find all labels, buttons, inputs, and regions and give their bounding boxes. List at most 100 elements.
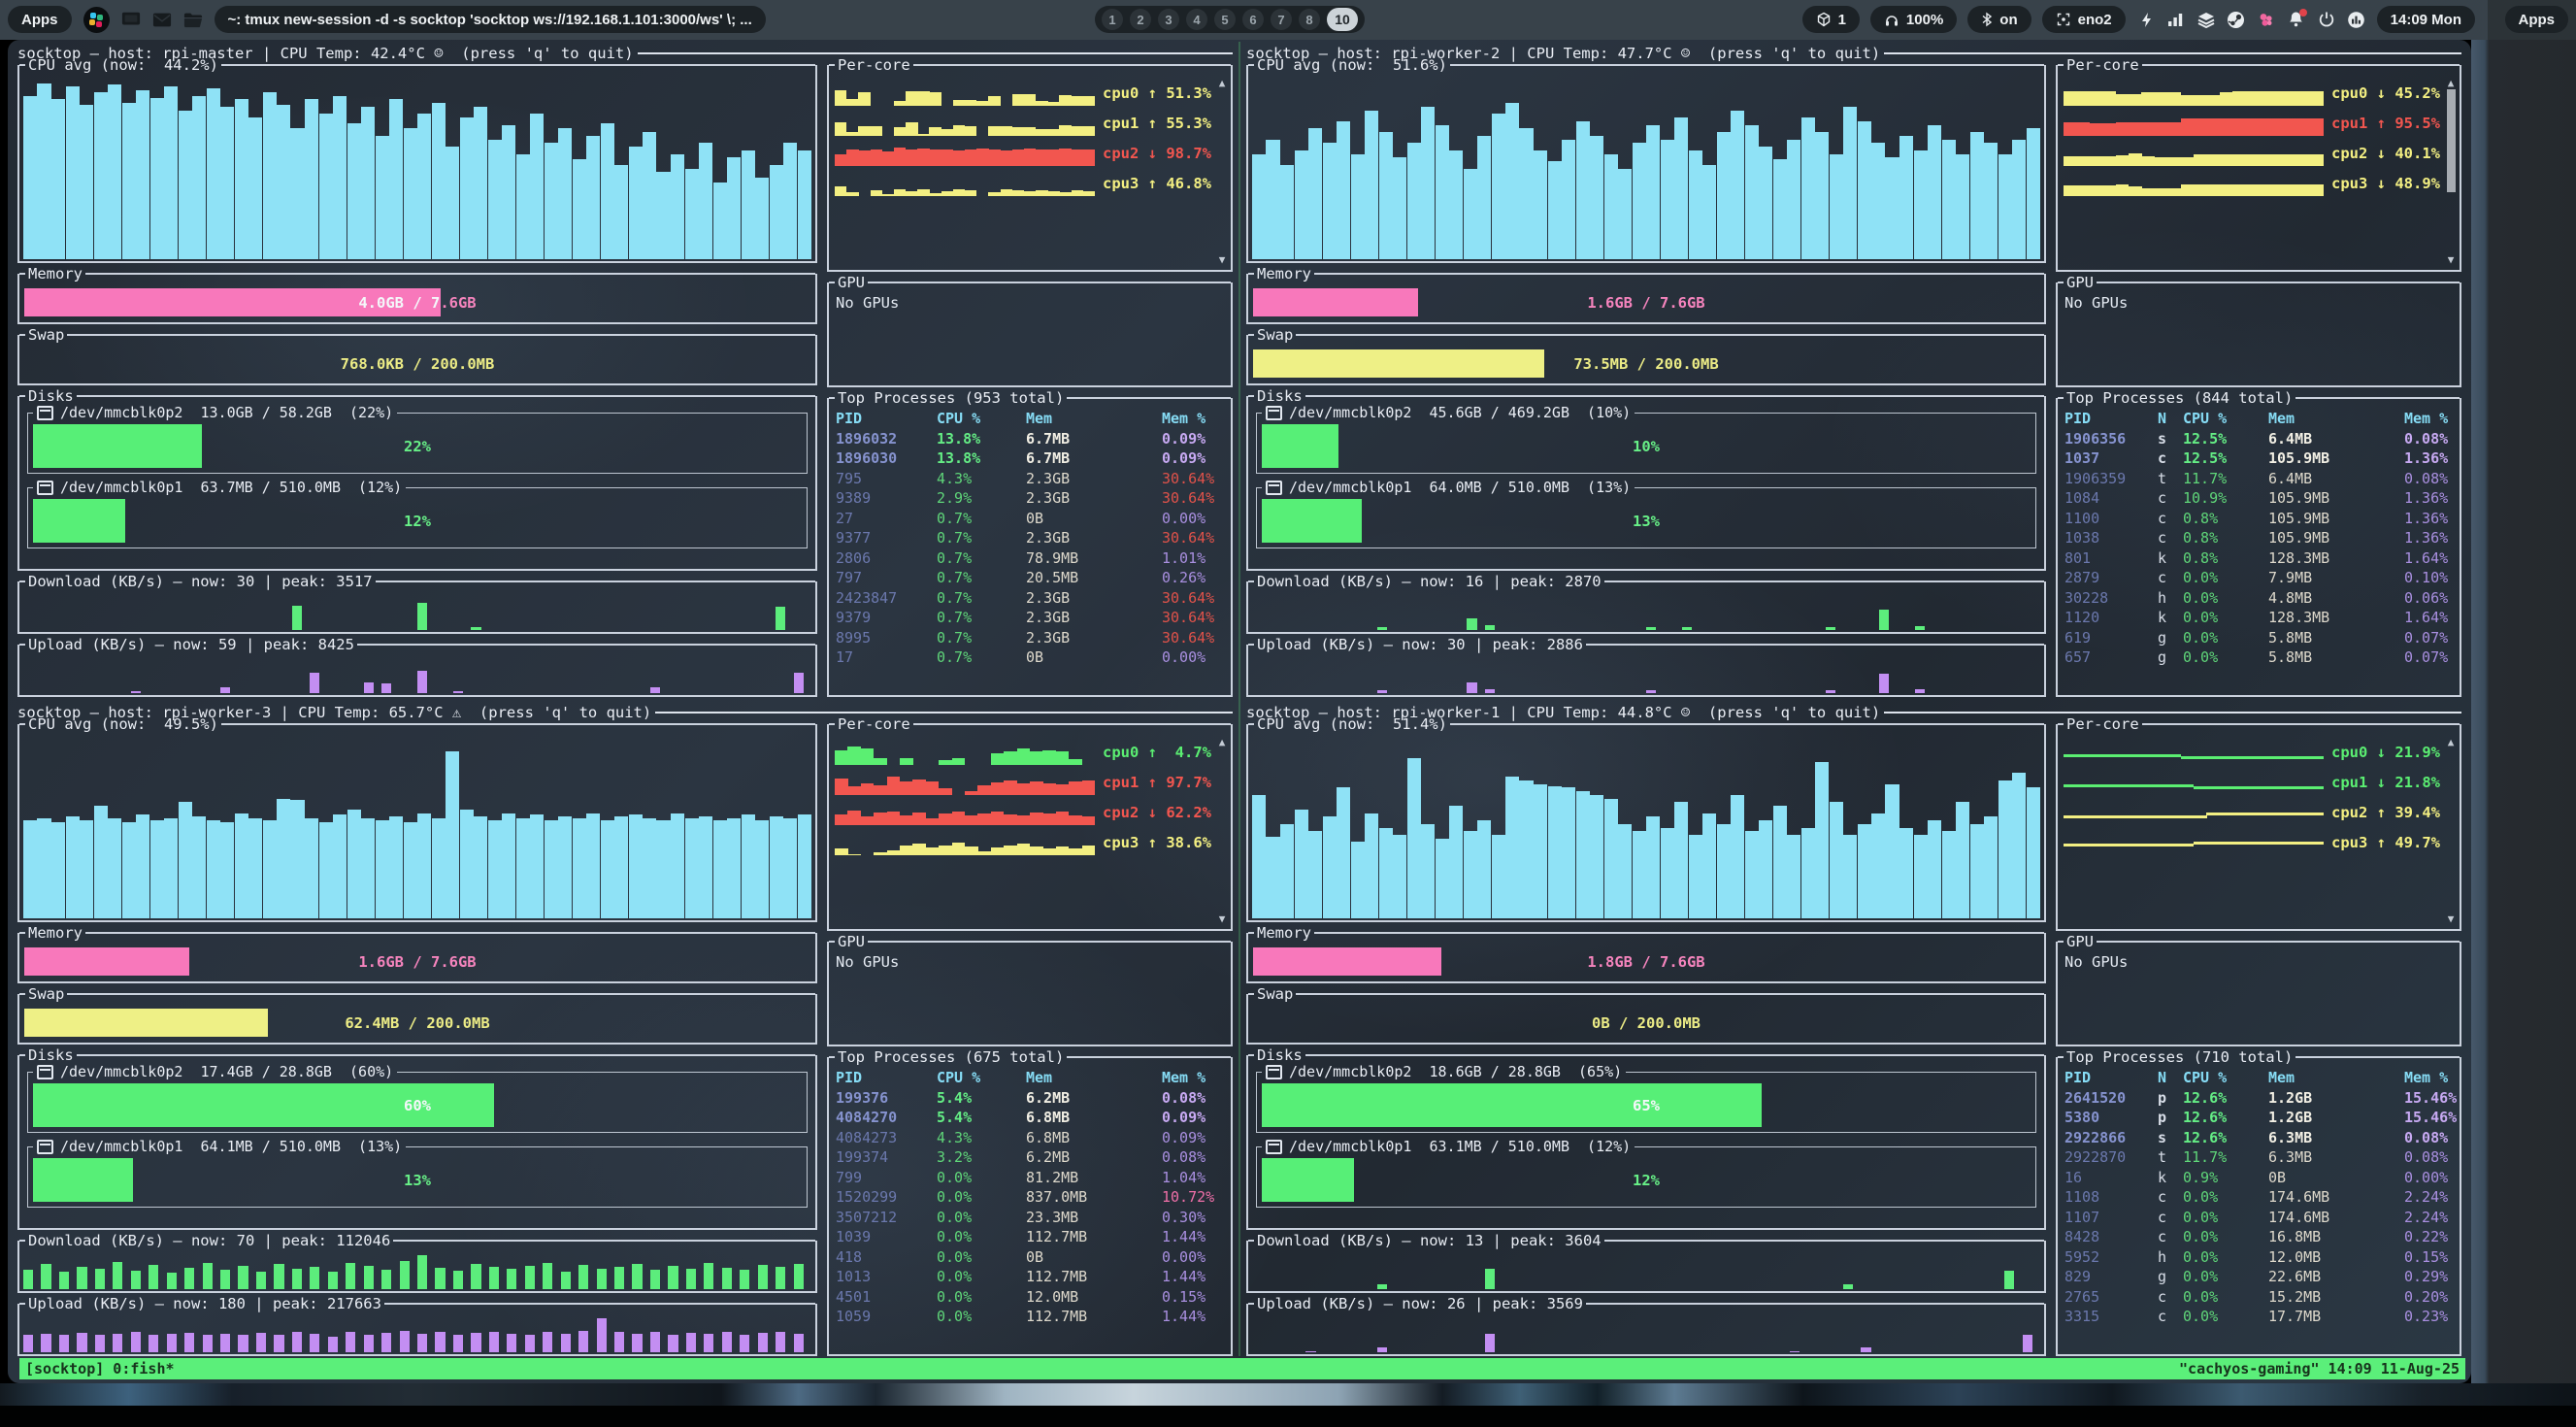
scroll-up-icon[interactable]: ▲ <box>2447 736 2455 748</box>
process-row: 1896030 13.8% 6.7MB 0.09% <box>836 449 1206 468</box>
workspace-dot-8[interactable]: 8 <box>1299 9 1320 30</box>
top-bar-right-cluster: 1 100% on eno2 <box>1801 6 2475 33</box>
disk-item: /dev/mmcblk0p2 13.0GB / 58.2GB (22%) 22%… <box>27 404 808 474</box>
top-processes-label: Top Processes (953 total) <box>838 389 1065 407</box>
core-chart <box>2064 741 2324 765</box>
scroll-down-icon[interactable]: ▼ <box>1218 253 1226 266</box>
memory-box: Memory 1.6GB / 7.6GB 1.6GB / 7.6GB <box>1246 265 2046 324</box>
tmux-pane-rpi-worker-1[interactable]: socktop — host: rpi-worker-1 | CPU Temp:… <box>1242 701 2465 1356</box>
workspace-dot-1[interactable]: 1 <box>1102 9 1123 30</box>
apps-button[interactable]: Apps <box>8 6 72 33</box>
disk-icon <box>1266 1139 1282 1154</box>
workspace-dot-3[interactable]: 3 <box>1158 9 1179 30</box>
power-icon[interactable] <box>2317 10 2336 29</box>
workspace-dot-6[interactable]: 6 <box>1242 9 1264 30</box>
cpu-avg-label: CPU avg (now: 51.6%) <box>1257 56 1447 74</box>
swap-label: Swap <box>28 985 65 1003</box>
scroll-down-icon[interactable]: ▼ <box>2447 913 2455 925</box>
network-pill[interactable]: eno2 <box>2041 6 2126 33</box>
notification-bell-icon[interactable] <box>2287 9 2307 29</box>
tmux-pane-divider[interactable] <box>1238 42 1240 1356</box>
scroll-up-icon[interactable]: ▲ <box>1218 736 1226 748</box>
pane-main: CPU avg (now: 51.6%) Memory 1.6GB / 7.6G… <box>1246 56 2461 697</box>
disk-title: /dev/mmcblk0p1 63.7MB / 510.0MB (12%) <box>60 479 403 496</box>
disk-percent: 12% <box>404 512 431 530</box>
swap-value: 62.4MB / 200.0MB <box>345 1013 490 1032</box>
slack-icon[interactable] <box>83 6 110 33</box>
steam-icon[interactable] <box>2227 10 2246 29</box>
tmux-pane-rpi-worker-3[interactable]: socktop — host: rpi-worker-3 | CPU Temp:… <box>14 701 1237 1356</box>
volume-pill[interactable]: 100% <box>1869 6 1958 33</box>
process-row: 1038 c 0.8% 105.9MB 1.36% <box>2064 529 2449 548</box>
mail-icon[interactable] <box>152 10 172 29</box>
workspace-dot-4[interactable]: 4 <box>1186 9 1207 30</box>
scroll-down-icon[interactable]: ▼ <box>2447 253 2455 266</box>
process-row: 199374 3.2% 6.2MB 0.08% <box>836 1148 1206 1167</box>
scroll-up-icon[interactable]: ▲ <box>2447 77 2455 89</box>
workspace-dot-2[interactable]: 2 <box>1130 9 1151 30</box>
workspace-indicator-pill[interactable]: 1 <box>1801 6 1860 33</box>
upload-chart <box>1252 657 2040 693</box>
process-row: 5952 h 0.0% 12.0MB 0.15% <box>2064 1247 2449 1266</box>
per-core-scrollbar[interactable]: ▲ ▼ <box>1213 78 1229 266</box>
gpu-box: GPU No GPUs <box>2056 933 2461 1046</box>
core-row: cpu0 ↑ 51.3% <box>835 80 1213 106</box>
process-row: 2879 c 0.0% 7.9MB 0.10% <box>2064 569 2449 587</box>
pane-main: CPU avg (now: 44.2%) Memory 4.0GB / 7.6G… <box>17 56 1233 697</box>
core-row: cpu2 ↓ 40.1% <box>2064 140 2442 166</box>
scroll-up-icon[interactable]: ▲ <box>1218 77 1226 89</box>
core-row: cpu3 ↑ 38.6% <box>835 829 1213 855</box>
files-icon[interactable] <box>183 10 203 29</box>
power-profile-icon[interactable] <box>2136 10 2156 29</box>
pane-right-column: Per-core cpu0 ↑ 51.3% cpu1 ↑ 55.3% <box>827 56 1233 697</box>
cpu-avg-box: CPU avg (now: 51.4%) <box>1246 715 2046 922</box>
disks-label: Disks <box>28 387 74 405</box>
workspace-active[interactable]: 10 <box>1327 8 1358 31</box>
scrollbar-track[interactable] <box>2446 89 2456 254</box>
signal-bars-icon[interactable] <box>2166 10 2186 29</box>
bluetooth-pill[interactable]: on <box>1967 6 2031 33</box>
disk-item: /dev/mmcblk0p1 63.1MB / 510.0MB (12%) 12… <box>1256 1138 2036 1208</box>
top-bar: Apps ~: tmux new-session -d -s socktop '… <box>0 0 2576 40</box>
monitor-icon[interactable] <box>121 10 141 29</box>
core-chart <box>835 801 1095 825</box>
clock-pill[interactable]: 14:09 Mon <box>2376 6 2475 33</box>
swap-label: Swap <box>1257 326 1294 344</box>
scrollbar-thumb[interactable] <box>2446 89 2456 192</box>
download-label: Download (KB/s) — now: 70 | peak: 112046 <box>28 1232 391 1249</box>
process-row: 16 k 0.9% 0B 0.00% <box>2064 1168 2449 1186</box>
scrollbar-track[interactable] <box>1218 748 1227 913</box>
core-chart <box>2064 771 2324 795</box>
process-row: 9377 0.7% 2.3GB 30.64% <box>836 529 1215 548</box>
window-title-pill[interactable]: ~: tmux new-session -d -s socktop 'sockt… <box>214 6 766 33</box>
core-row: cpu0 ↓ 45.2% <box>2064 80 2442 106</box>
scroll-down-icon[interactable]: ▼ <box>1218 913 1226 925</box>
terminal-window[interactable]: socktop — host: rpi-master | CPU Temp: 4… <box>8 40 2471 1383</box>
per-core-rows: cpu0 ↓ 21.9% cpu1 ↓ 21.8% cpu2 ↑ 39.4% c… <box>2064 737 2442 925</box>
tmux-pane-rpi-master[interactable]: socktop — host: rpi-master | CPU Temp: 4… <box>14 42 1237 697</box>
per-core-scrollbar[interactable]: ▲ ▼ <box>2442 737 2458 925</box>
core-label: cpu0 ↓ 45.2% <box>2331 84 2440 102</box>
process-row: 17 0.7% 0B 0.00% <box>836 648 1206 667</box>
upload-chart <box>23 1316 811 1352</box>
core-chart <box>2064 82 2324 106</box>
layers-icon[interactable] <box>2196 10 2216 29</box>
cpu-avg-box: CPU avg (now: 51.6%) <box>1246 56 2046 263</box>
usage-monitor-icon[interactable] <box>2347 10 2366 29</box>
core-chart <box>835 112 1095 136</box>
workspace-dot-7[interactable]: 7 <box>1271 9 1292 30</box>
per-core-scrollbar[interactable]: ▲ ▼ <box>1213 737 1229 925</box>
scrollbar-track[interactable] <box>1218 89 1227 254</box>
workspace-dot-5[interactable]: 5 <box>1214 9 1236 30</box>
swap-label: Swap <box>28 326 65 344</box>
tmux-pane-rpi-worker-2[interactable]: socktop — host: rpi-worker-2 | CPU Temp:… <box>1242 42 2465 697</box>
download-chart <box>23 1253 811 1289</box>
disk-icon <box>1266 480 1282 495</box>
per-core-scrollbar[interactable]: ▲ ▼ <box>2442 78 2458 266</box>
apps-button-right[interactable]: Apps <box>2504 6 2568 33</box>
headphones-icon <box>1884 13 1899 27</box>
process-row: 1039 0.0% 112.7MB 1.44% <box>836 1228 1206 1246</box>
flatpak-icon[interactable] <box>2257 10 2276 29</box>
scrollbar-track[interactable] <box>2447 748 2456 913</box>
pane-title: socktop — host: rpi-master | CPU Temp: 4… <box>17 42 1233 65</box>
